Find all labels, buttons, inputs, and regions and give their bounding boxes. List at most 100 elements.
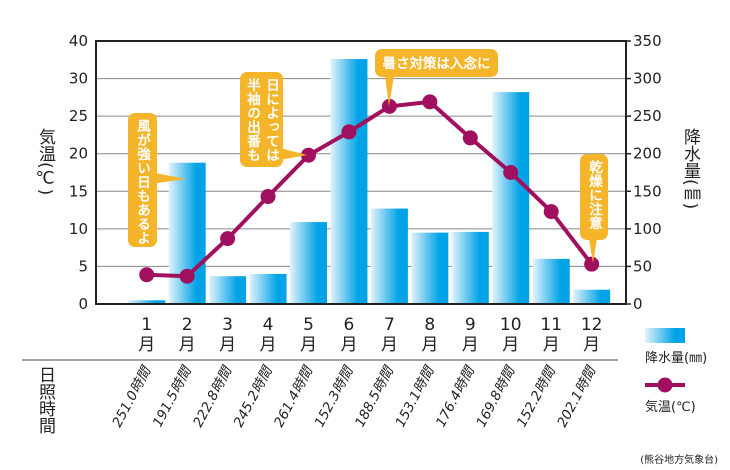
month-number: 4 (263, 315, 274, 335)
sunshine-value: 152.3時間 (312, 362, 358, 430)
month-number: 8 (424, 315, 435, 335)
legend-temp-label: 気温(℃) (645, 399, 696, 415)
month-suffix: 月 (502, 335, 519, 355)
callout-text: 半袖の出番も (244, 77, 262, 162)
callout-text: 日によっては (263, 78, 280, 162)
legend-point-swatch (657, 377, 673, 393)
month-suffix: 月 (381, 335, 398, 355)
callout-pointer (280, 148, 307, 160)
temperature-point (543, 204, 559, 220)
left-tick-label: 10 (69, 220, 88, 238)
sunshine-label: 日照時間 (35, 366, 56, 435)
precipitation-bar (492, 92, 530, 305)
month-suffix: 月 (260, 335, 277, 355)
right-tick-label: 100 (633, 220, 662, 238)
month-suffix: 月 (462, 335, 479, 355)
month-suffix: 月 (138, 335, 155, 355)
left-axis-title: 気温(℃) (35, 128, 56, 195)
left-tick-label: 5 (78, 257, 88, 275)
sunshine-value: 251.0時間 (109, 362, 155, 430)
temperature-point (220, 231, 236, 247)
right-tick-label: 0 (633, 295, 643, 313)
callout: 風が強い日もあるよ (128, 113, 186, 247)
right-tick-label: 50 (633, 257, 652, 275)
month-suffix: 月 (300, 335, 317, 355)
temperature-point (139, 267, 155, 283)
precipitation-bar (290, 222, 327, 304)
right-axis-title: 降水量(㎜) (680, 128, 701, 209)
month-number: 9 (465, 315, 476, 335)
month-number: 1 (141, 315, 152, 335)
callout: 乾燥に注意 (580, 154, 608, 263)
sunshine-value: 152.2時間 (514, 362, 560, 430)
sunshine-value: 191.5時間 (150, 362, 196, 430)
right-tick-label: 150 (633, 182, 662, 200)
left-tick-label: 40 (69, 32, 88, 50)
callout-pointer (150, 172, 186, 184)
sunshine-value: 222.8時間 (190, 362, 236, 430)
temperature-point (179, 268, 195, 284)
temperature-point (301, 147, 316, 163)
precipitation-bar (209, 276, 247, 304)
sunshine-value: 188.5時間 (352, 362, 398, 430)
temperature-point (422, 94, 438, 110)
month-number: 2 (182, 315, 193, 335)
month-number: 11 (540, 315, 562, 335)
callout-text: 風が強い日もあるよ (134, 119, 151, 245)
right-tick-label: 300 (633, 70, 662, 88)
temperature-point (341, 124, 357, 140)
month-number: 5 (303, 315, 314, 335)
precipitation-bar (573, 289, 611, 304)
callout-text: 暑さ対策は入念に (383, 55, 491, 72)
month-number: 12 (581, 315, 603, 335)
callout-box (240, 72, 283, 167)
right-tick-label: 200 (633, 145, 662, 163)
precipitation-bar (330, 59, 368, 304)
callout-text: 乾燥に注意 (586, 159, 603, 231)
month-number: 3 (222, 315, 233, 335)
callout-box (580, 154, 608, 240)
left-tick-label: 20 (69, 145, 88, 163)
legend-precip-label: 降水量(㎜) (645, 351, 707, 366)
source-note: (熊谷地方気象台) (640, 453, 718, 466)
temperature-point (381, 98, 397, 114)
left-tick-label: 0 (78, 295, 88, 313)
sunshine-value: 169.8時間 (473, 362, 519, 430)
month-number: 6 (344, 315, 355, 335)
precipitation-bar (451, 231, 489, 304)
temperature-point (462, 130, 478, 146)
precipitation-bar (128, 300, 166, 304)
callout-box (128, 113, 157, 247)
month-suffix: 月 (340, 335, 357, 355)
month-suffix: 月 (421, 335, 438, 355)
precipitation-bar (370, 208, 408, 304)
sunshine-value: 261.4時間 (271, 362, 317, 430)
sunshine-value: 245.2時間 (231, 362, 277, 430)
month-suffix: 月 (219, 335, 236, 355)
legend: 降水量(㎜) 気温(℃) (645, 328, 707, 415)
left-tick-label: 15 (69, 182, 88, 200)
left-tick-label: 25 (69, 107, 88, 125)
month-number: 7 (384, 315, 395, 335)
precipitation-bar (249, 273, 287, 304)
temperature-line (146, 99, 594, 279)
left-tick-label: 30 (69, 70, 88, 88)
right-tick-label: 350 (633, 32, 662, 50)
temperature-point (260, 189, 276, 205)
callout-pointer (385, 76, 394, 106)
legend-bar-swatch (645, 328, 685, 343)
callout-box (375, 49, 498, 77)
sunshine-value: 153.1時間 (392, 362, 438, 430)
temperature-point (503, 165, 519, 180)
month-suffix: 月 (583, 335, 600, 355)
temperature-point (584, 256, 600, 272)
precipitation-bar (411, 232, 449, 304)
callout-pointer (589, 239, 597, 263)
precipitation-bar (532, 258, 570, 304)
month-suffix: 月 (179, 335, 196, 355)
plot-frame (95, 40, 627, 305)
sunshine-value: 202.1時間 (554, 362, 600, 430)
